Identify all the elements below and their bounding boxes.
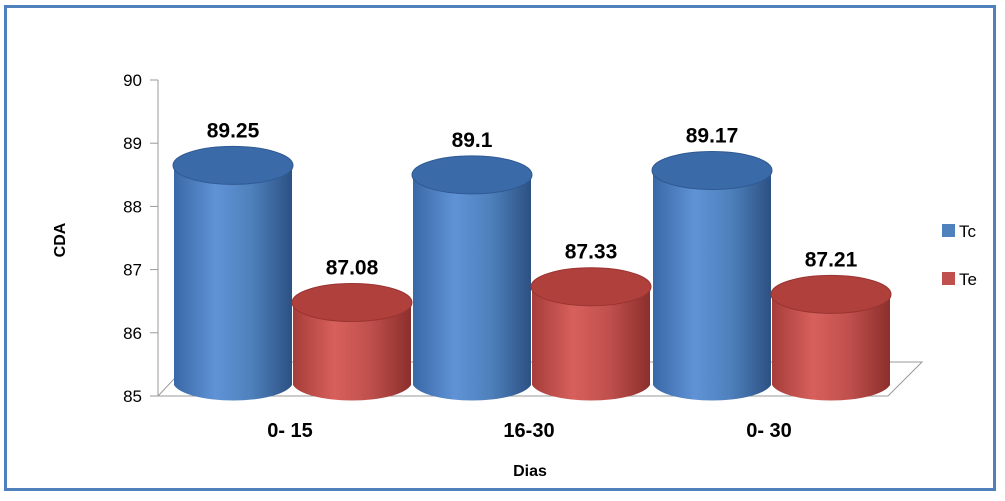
- legend-label-tc: Tc: [959, 222, 977, 241]
- legend-label-te: Te: [959, 270, 977, 289]
- bar-tc-1: [172, 145, 294, 401]
- y-axis-title: CDA: [52, 222, 69, 257]
- bar-body: [532, 286, 650, 401]
- bar-top: [411, 155, 533, 195]
- y-tick-label: 86: [123, 324, 142, 343]
- bar-body: [653, 170, 771, 401]
- bar-te-1: [291, 283, 413, 401]
- data-label-tc-3: 89.17: [686, 124, 739, 147]
- bar-tc-3: [651, 150, 773, 401]
- y-tick-label: 89: [123, 134, 142, 153]
- y-tick-label: 88: [123, 197, 142, 216]
- bar-top: [651, 150, 773, 190]
- bar-body: [413, 174, 531, 401]
- bar-top: [172, 145, 294, 185]
- x-category-label: 0- 15: [267, 420, 313, 442]
- bar-top: [291, 283, 413, 323]
- bar-tc-2: [411, 155, 533, 401]
- x-category-label: 16-30: [503, 420, 554, 442]
- legend: Tc Te: [942, 222, 977, 289]
- bar-te-3: [770, 274, 892, 401]
- bar-body: [772, 294, 890, 401]
- data-label-te-2: 87.33: [565, 241, 618, 264]
- bar-body: [293, 302, 411, 401]
- data-label-te-3: 87.21: [805, 248, 858, 271]
- bar-top: [770, 274, 892, 314]
- bar-te-2: [530, 267, 652, 401]
- legend-swatch-te: [942, 272, 955, 285]
- data-label-tc-1: 89.25: [207, 119, 260, 142]
- legend-swatch-tc: [942, 224, 955, 237]
- data-label-te-1: 87.08: [326, 257, 379, 280]
- x-category-label: 0- 30: [746, 420, 792, 442]
- y-tick-label: 85: [123, 387, 142, 406]
- bar-top: [530, 267, 652, 307]
- data-label-tc-2: 89.1: [452, 129, 493, 152]
- x-axis-title: Dias: [513, 463, 547, 480]
- y-tick-label: 87: [123, 261, 142, 280]
- bar-body: [174, 165, 292, 401]
- y-tick-label: 90: [123, 71, 142, 90]
